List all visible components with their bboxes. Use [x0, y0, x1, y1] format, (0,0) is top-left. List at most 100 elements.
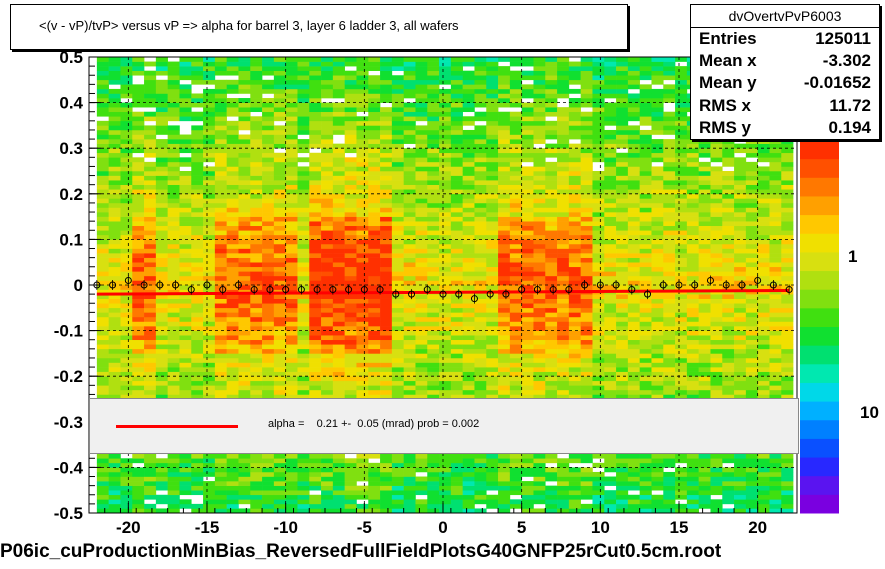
heatmap-cell	[592, 57, 605, 62]
heatmap-cell	[380, 380, 393, 386]
heatmap-cell	[462, 148, 475, 154]
heatmap-cell	[557, 70, 570, 76]
heatmap-cell	[96, 111, 109, 117]
heatmap-cell	[285, 335, 298, 341]
heatmap-cell	[285, 189, 298, 195]
heatmap-cell	[262, 508, 275, 514]
heatmap-cell	[214, 294, 227, 299]
heatmap-cell	[120, 389, 133, 395]
heatmap-cell	[96, 57, 109, 62]
heatmap-cell	[238, 462, 251, 468]
heatmap-cell	[592, 93, 605, 99]
heatmap-cell	[450, 503, 463, 509]
heatmap-cell	[639, 207, 652, 213]
heatmap-cell	[214, 280, 227, 286]
heatmap-cell	[179, 175, 192, 181]
heatmap-cell	[309, 171, 322, 176]
heatmap-cell	[651, 239, 664, 245]
heatmap-cell	[108, 248, 121, 254]
heatmap-cell	[686, 243, 699, 249]
heatmap-cell	[450, 481, 463, 486]
heatmap-cell	[415, 225, 428, 231]
heatmap-cell	[191, 143, 204, 149]
heatmap-cell	[226, 79, 239, 85]
heatmap-cell	[616, 248, 629, 254]
heatmap-cell	[580, 485, 593, 491]
heatmap-cell	[557, 485, 570, 491]
heatmap-cell	[663, 453, 676, 459]
heatmap-cell	[616, 198, 629, 204]
heatmap-cell	[250, 262, 263, 268]
heatmap-cell	[191, 216, 204, 222]
heatmap-cell	[179, 266, 192, 272]
heatmap-cell	[557, 257, 570, 263]
heatmap-cell	[167, 471, 180, 477]
heatmap-cell	[604, 202, 617, 208]
heatmap-cell	[297, 253, 310, 258]
heatmap-cell	[403, 230, 416, 236]
heatmap-cell	[415, 376, 428, 382]
heatmap-cell	[203, 243, 216, 249]
heatmap-cell	[226, 458, 239, 464]
heatmap-cell	[96, 494, 109, 500]
heatmap-cell	[344, 193, 357, 199]
heatmap-cell	[415, 221, 428, 227]
heatmap-cell	[144, 234, 157, 240]
heatmap-cell	[391, 389, 404, 395]
heatmap-cell	[167, 171, 180, 176]
heatmap-cell	[321, 471, 334, 477]
heatmap-cell	[273, 467, 286, 473]
heatmap-cell	[120, 152, 133, 158]
heatmap-cell	[474, 476, 487, 482]
heatmap-cell	[568, 248, 581, 254]
heatmap-cell	[498, 467, 511, 473]
heatmap-cell	[273, 212, 286, 217]
heatmap-cell	[321, 508, 334, 514]
heatmap-cell	[545, 367, 558, 372]
heatmap-cell	[604, 239, 617, 245]
heatmap-cell	[179, 367, 192, 372]
heatmap-cell	[580, 234, 593, 240]
heatmap-cell	[391, 371, 404, 377]
heatmap-cell	[509, 303, 522, 309]
heatmap-cell	[167, 234, 180, 240]
heatmap-cell	[368, 207, 381, 213]
heatmap-cell	[450, 93, 463, 99]
heatmap-cell	[592, 321, 605, 327]
heatmap-cell	[651, 367, 664, 372]
heatmap-cell	[698, 230, 711, 236]
heatmap-cell	[191, 503, 204, 509]
heatmap-cell	[403, 508, 416, 514]
heatmap-cell	[344, 189, 357, 195]
heatmap-cell	[415, 321, 428, 327]
heatmap-cell	[462, 389, 475, 395]
heatmap-cell	[155, 385, 168, 391]
heatmap-cell	[309, 239, 322, 245]
heatmap-cell	[474, 275, 487, 281]
heatmap-cell	[167, 139, 180, 144]
heatmap-cell	[651, 371, 664, 377]
heatmap-cell	[474, 316, 487, 322]
heatmap-cell	[132, 321, 145, 327]
heatmap-cell	[474, 171, 487, 176]
heatmap-cell	[486, 380, 499, 386]
heatmap-cell	[675, 490, 688, 496]
heatmap-cell	[616, 107, 629, 113]
heatmap-cell	[439, 458, 452, 464]
heatmap-cell	[321, 348, 334, 354]
heatmap-cell	[214, 202, 227, 208]
heatmap-cell	[380, 485, 393, 491]
heatmap-cell	[214, 467, 227, 473]
heatmap-cell	[391, 275, 404, 281]
heatmap-cell	[238, 344, 251, 350]
heatmap-cell	[439, 107, 452, 113]
heatmap-cell	[179, 357, 192, 363]
heatmap-cell	[144, 198, 157, 204]
heatmap-cell	[675, 248, 688, 254]
heatmap-cell	[675, 189, 688, 195]
heatmap-cell	[273, 266, 286, 272]
heatmap-cell	[450, 253, 463, 258]
heatmap-cell	[616, 88, 629, 94]
heatmap-cell	[639, 225, 652, 231]
heatmap-cell	[580, 148, 593, 154]
